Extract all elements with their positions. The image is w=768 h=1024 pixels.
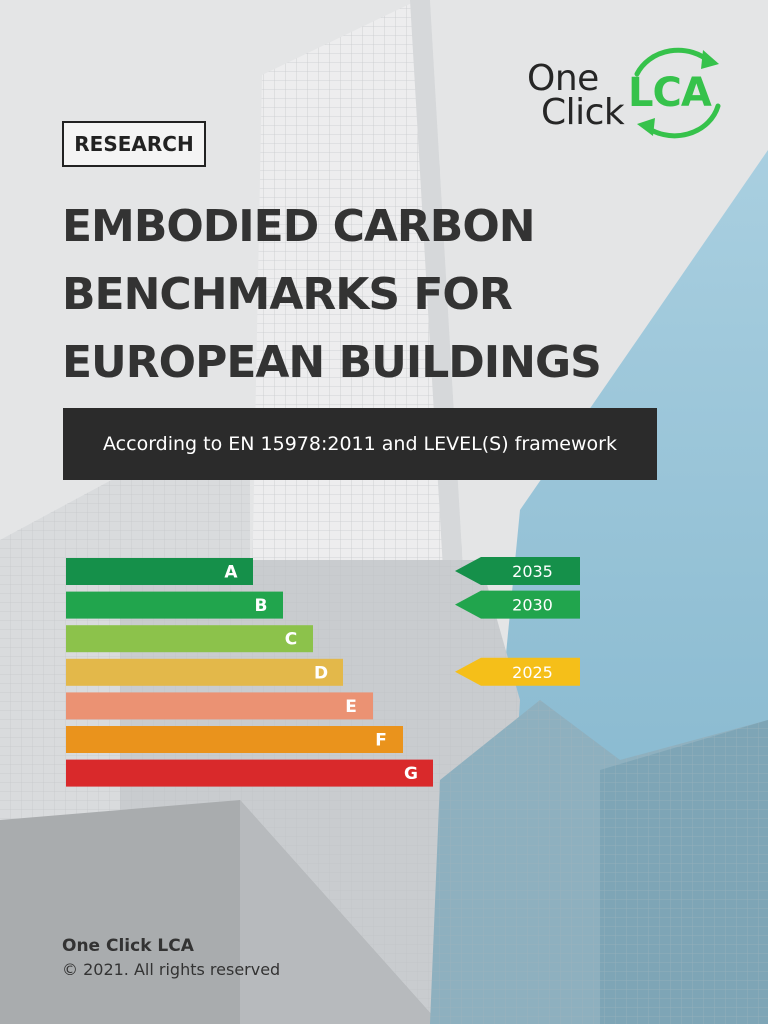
rating-bar-label-g: G (404, 764, 418, 784)
rating-bar-c (66, 625, 313, 653)
title-line-2: BENCHMARKS FOR (62, 269, 513, 320)
rating-bar-label-e: E (345, 697, 357, 717)
rating-bar-label-c: C (285, 630, 297, 650)
rating-bar-f (66, 726, 403, 753)
page-title: EMBODIED CARBON BENCHMARKS FOR EUROPEAN … (62, 193, 722, 397)
logo-text-one: One (527, 58, 599, 99)
rating-bar-e (66, 692, 373, 720)
footer: One Click LCA © 2021. All rights reserve… (62, 934, 280, 982)
target-year-label-2025: 2025 (512, 663, 553, 682)
footer-brand: One Click LCA (62, 936, 194, 956)
subtitle-banner: According to EN 15978:2011 and LEVEL(S) … (63, 408, 657, 480)
logo-text-lca: LCA (628, 70, 712, 116)
logo-text-click: Click (541, 92, 625, 133)
rating-bar-g (66, 759, 433, 787)
rating-bar-label-b: B (255, 596, 268, 616)
rating-bar-d (66, 658, 343, 686)
target-arrow-2035 (455, 557, 580, 585)
one-click-lca-logo: One Click LCA (520, 42, 740, 142)
circular-arrows-icon (634, 47, 721, 139)
footer-copyright: © 2021. All rights reserved (62, 960, 281, 979)
target-year-label-2030: 2030 (512, 596, 553, 615)
title-line-1: EMBODIED CARBON (62, 201, 536, 252)
target-arrow-2025 (455, 657, 580, 686)
rating-bar-a (66, 558, 253, 585)
target-year-label-2035: 2035 (512, 562, 553, 581)
rating-bar-label-a: A (224, 563, 238, 583)
research-tag: RESEARCH (62, 121, 206, 167)
rating-bar-label-d: D (314, 663, 328, 683)
target-arrow-2030 (455, 590, 580, 619)
rating-bar-b (66, 591, 283, 619)
title-line-3: EUROPEAN BUILDINGS (62, 337, 602, 388)
rating-bar-label-f: F (375, 731, 387, 751)
